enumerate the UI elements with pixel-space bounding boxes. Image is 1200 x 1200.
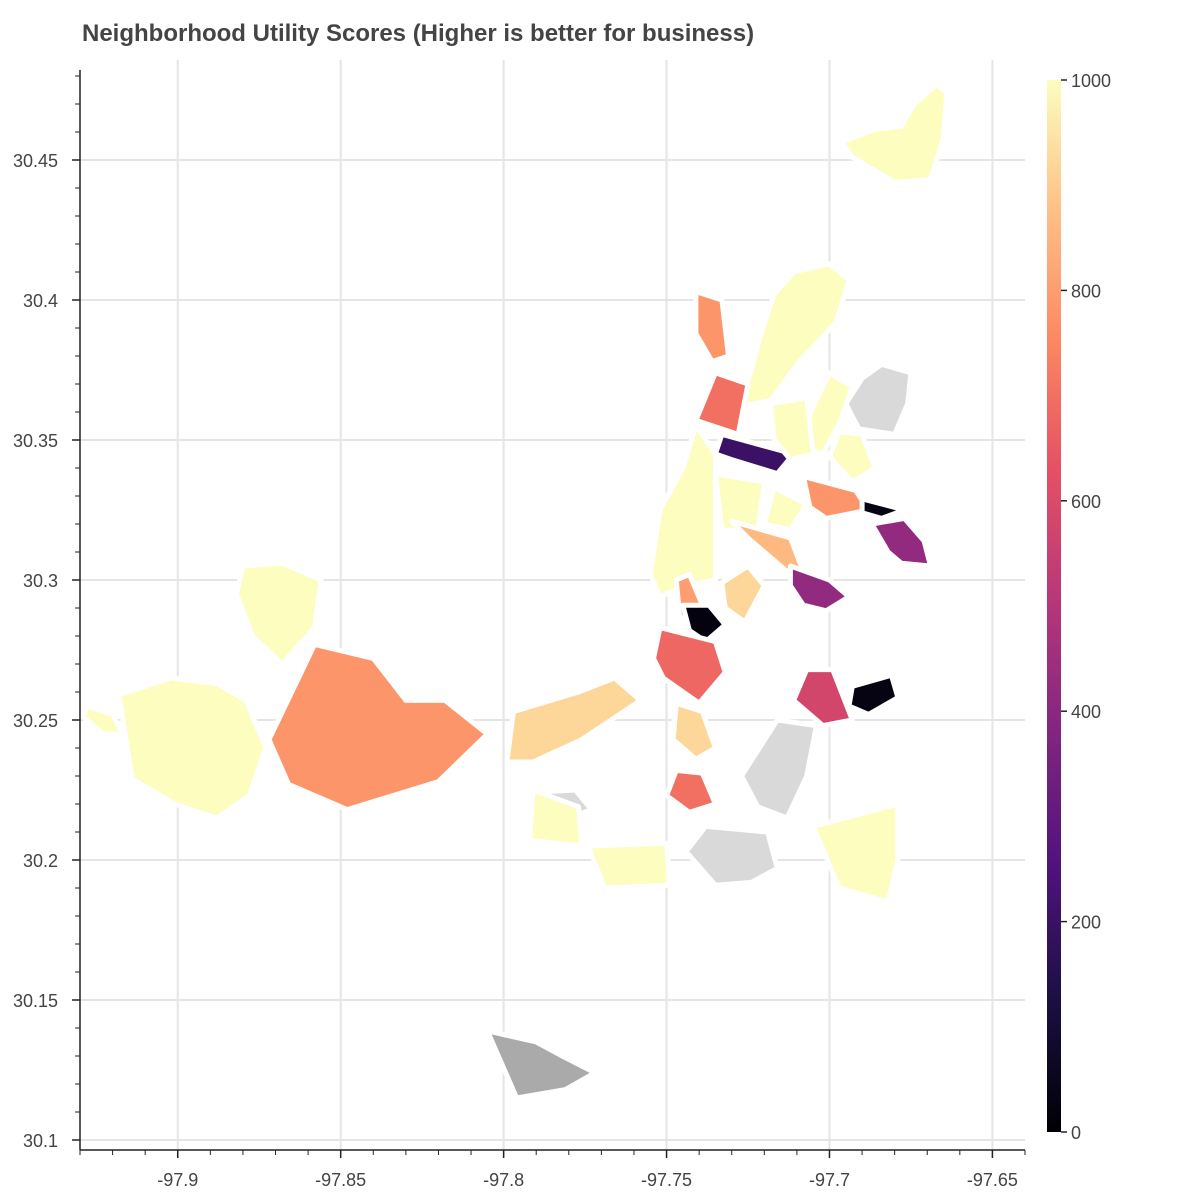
colorbar-bar — [1047, 80, 1061, 1132]
region-east-purple-a — [869, 515, 933, 569]
region-center-dark — [680, 602, 728, 645]
x-tick-label: -97.85 — [315, 1170, 366, 1190]
x-tick-label: -97.8 — [483, 1170, 524, 1190]
region-far-north-east — [840, 81, 950, 185]
region-center-peach-south — [670, 700, 718, 762]
region-far-south-gray — [484, 1028, 598, 1101]
y-tick-label: 30.15 — [13, 991, 58, 1011]
region-center-purple-b — [787, 563, 852, 614]
region-north-orange-top — [693, 289, 731, 365]
y-tick-label: 30.45 — [13, 151, 58, 171]
colorbar-tick-label: 1000 — [1071, 71, 1111, 91]
region-north-dark-right — [859, 496, 907, 521]
region-south-west-b — [585, 840, 673, 891]
region-north-mid-b — [827, 429, 878, 485]
colorbar-tick-label: 400 — [1071, 702, 1101, 722]
region-center-north-b — [761, 485, 810, 533]
neighborhood-regions — [80, 81, 950, 1101]
colorbar-tick-label: 600 — [1071, 492, 1101, 512]
region-south-east-cream — [810, 801, 901, 905]
region-south-west-strip — [504, 675, 643, 765]
y-tick-label: 30.3 — [23, 571, 58, 591]
region-center-pink — [791, 667, 855, 729]
chart-title: Neighborhood Utility Scores (Higher is b… — [82, 20, 755, 47]
region-west-north — [233, 560, 324, 667]
region-center-dark-east — [846, 672, 901, 717]
colorbar-tick-label: 0 — [1071, 1123, 1081, 1143]
region-north-west-tall — [647, 423, 718, 600]
region-center-gray-right — [739, 717, 819, 821]
axes: -97.9 -97.85 -97.8 -97.75 -97.7 -97.65 30.1 30.… — [13, 70, 1026, 1190]
x-tick-label: -97.75 — [641, 1170, 692, 1190]
region-west-orange-large — [266, 641, 490, 813]
x-tick-label: -97.65 — [967, 1170, 1018, 1190]
region-north-mid-a — [768, 395, 816, 463]
x-tick-label: -97.7 — [809, 1170, 850, 1190]
colorbar-tick-label: 200 — [1071, 913, 1101, 933]
region-west-small — [80, 703, 125, 737]
region-north-gray — [843, 361, 914, 437]
region-south-west-a — [527, 787, 585, 849]
grid-lines — [80, 60, 1025, 1150]
region-center-red-south — [664, 767, 718, 815]
y-tick-label: 30.1 — [23, 1131, 58, 1151]
colorbar: 0 200 400 600 800 1000 — [1047, 71, 1111, 1143]
y-tick-label: 30.25 — [13, 711, 58, 731]
region-center-peach — [719, 563, 767, 625]
y-tick-label: 30.35 — [13, 431, 58, 451]
region-west-large — [116, 675, 269, 821]
region-north-orange-right — [800, 473, 872, 521]
y-tick-label: 30.2 — [23, 851, 58, 871]
x-tick-label: -97.9 — [157, 1170, 198, 1190]
region-center-red — [651, 625, 728, 706]
region-east-gray-south — [683, 823, 780, 888]
region-north-red — [693, 370, 751, 437]
colorbar-tick-label: 800 — [1071, 281, 1101, 301]
y-tick-label: 30.4 — [23, 291, 58, 311]
region-north-top — [735, 261, 852, 409]
